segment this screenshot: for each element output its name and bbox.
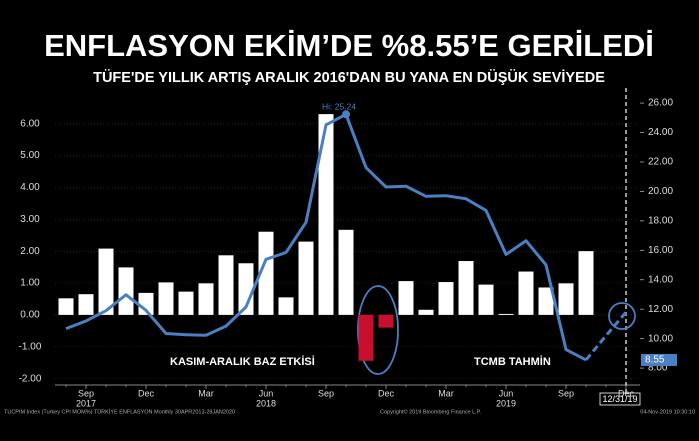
x-tick-label: Jun xyxy=(259,388,274,398)
y-tick-label: 6.00 xyxy=(20,118,40,129)
bar xyxy=(138,292,154,315)
chart-title: ENFLASYON EKİM’DE %8.55’E GERİLEDİ xyxy=(44,28,654,63)
bar xyxy=(298,241,314,315)
y-tick-label: 3.00 xyxy=(20,214,40,225)
footer: TUCPIM Index (Turkey CPI MOM%) TÜRKİYE E… xyxy=(4,408,235,415)
x-tick-label: Sep xyxy=(558,388,574,398)
chart-subtitle: TÜFE'DE YILLIK ARTIŞ ARALIK 2016'DAN BU … xyxy=(93,69,605,86)
y2-tick-label: 16.00 xyxy=(648,245,673,256)
x-tick-label: Dec xyxy=(618,388,635,398)
y-tick-label: -1.00 xyxy=(19,341,42,352)
bar xyxy=(558,283,574,315)
y-tick-label: -2.00 xyxy=(19,373,42,384)
high-point xyxy=(342,110,350,119)
y2-tick-label: 22.00 xyxy=(648,157,673,168)
bar xyxy=(218,255,234,315)
bar xyxy=(478,284,494,315)
y-tick-label: 2.00 xyxy=(20,246,40,257)
bar xyxy=(578,251,594,315)
date-tag xyxy=(599,392,641,406)
bar xyxy=(278,297,294,315)
bar xyxy=(358,314,374,361)
bar xyxy=(258,231,274,315)
y2-tick-label: 24.00 xyxy=(648,127,673,138)
high-label: Hi: 25.24 xyxy=(322,101,356,111)
y2-tick-label: 8.00 xyxy=(648,363,668,374)
x-tick-label: Mar xyxy=(198,388,214,398)
x-tick-label: Dec xyxy=(138,388,155,398)
x-year-label: 2019 xyxy=(496,398,516,408)
y2-tick-label: 26.00 xyxy=(648,98,673,109)
x-tick-label: Sep xyxy=(78,388,94,398)
bar xyxy=(438,282,454,315)
x-tick-label: Sep xyxy=(318,388,334,398)
x-tick-label: Dec xyxy=(378,388,395,398)
bar xyxy=(378,314,394,328)
line xyxy=(65,112,587,362)
y-tick-label: 0.00 xyxy=(20,310,40,321)
bar xyxy=(418,309,434,315)
bar xyxy=(538,287,554,315)
bar xyxy=(198,283,214,315)
bar xyxy=(98,248,114,315)
bar xyxy=(338,229,354,315)
bar xyxy=(318,114,334,315)
bar xyxy=(58,298,74,315)
y-tick-label: 1.00 xyxy=(20,278,40,289)
bar xyxy=(458,261,474,315)
x-tick-label: Jun xyxy=(499,388,514,398)
footer: Copyright© 2019 Bloomberg Finance L.P. xyxy=(380,408,482,415)
y2-tick-label: 12.00 xyxy=(648,304,673,315)
footer: 04-Nov-2019 10:30:10 xyxy=(640,409,695,415)
bar xyxy=(398,281,414,315)
y2-tick-label: 10.00 xyxy=(648,333,673,344)
bar xyxy=(118,267,134,315)
y-tick-label: 4.00 xyxy=(20,182,40,193)
date-tag-label: 12/31/19 xyxy=(602,394,637,404)
bar xyxy=(518,271,534,315)
x-year-label: 2018 xyxy=(256,398,276,408)
x-tick-label: Mar xyxy=(438,388,454,398)
bar xyxy=(78,294,94,315)
x-year-label: 2017 xyxy=(76,398,96,408)
highlight-ellipse xyxy=(357,285,399,375)
last-value-label: 8.55 xyxy=(645,355,665,366)
annotation: KASIM-ARALIK BAZ ETKİSİ xyxy=(170,355,315,368)
bar xyxy=(238,263,254,315)
y-tick-label: 5.00 xyxy=(20,150,40,161)
y2-tick-label: 14.00 xyxy=(648,274,673,285)
annotation: TCMB TAHMİN xyxy=(474,355,551,368)
highlight-circle xyxy=(608,302,636,330)
y2-tick-label: 20.00 xyxy=(648,186,673,197)
y2-tick-label: 18.00 xyxy=(648,216,673,227)
bar xyxy=(158,282,174,315)
bar xyxy=(498,313,514,315)
bar xyxy=(178,291,194,315)
last-value-tag xyxy=(641,353,677,366)
